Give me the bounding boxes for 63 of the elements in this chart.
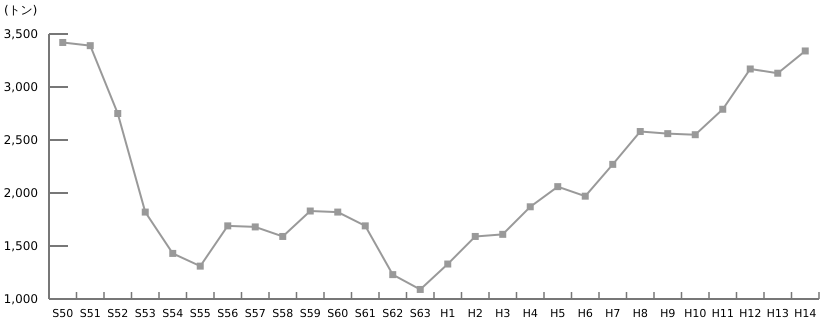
x-tick-label: S62 — [382, 307, 404, 320]
y-tick-label: 3,000 — [4, 80, 38, 94]
point — [252, 223, 259, 230]
point — [86, 42, 94, 50]
point — [802, 47, 809, 54]
point — [279, 232, 286, 240]
x-tick-label: S61 — [354, 307, 376, 320]
x-tick-label: S56 — [217, 307, 238, 320]
y-tick-label: 2,000 — [4, 186, 38, 200]
x-tick-label: H6 — [578, 307, 593, 320]
x-tick-label: H14 — [794, 307, 816, 320]
point — [196, 262, 204, 270]
point — [114, 110, 122, 117]
point — [306, 208, 314, 215]
point — [416, 286, 424, 293]
point — [526, 203, 534, 210]
x-tick-label: H11 — [712, 307, 734, 320]
y-tick-label: 2,500 — [4, 133, 38, 148]
x-tick-label: H7 — [605, 307, 620, 320]
x-tick-label: S52 — [107, 307, 128, 320]
point — [224, 222, 232, 230]
y-tick-label: 3,500 — [4, 27, 38, 42]
x-tick-label: S58 — [272, 307, 294, 320]
y-axis-title: (トン) — [4, 3, 38, 17]
point — [774, 70, 782, 77]
point — [636, 128, 644, 136]
x-tick-label: S63 — [410, 307, 431, 320]
x-tick-label: H5 — [550, 307, 566, 320]
point — [582, 192, 589, 200]
x-tick-label: H12 — [739, 307, 762, 320]
y-tick-label: 1,000 — [4, 292, 38, 306]
point — [444, 260, 452, 268]
y-tick-label: 1,500 — [4, 239, 38, 254]
point — [499, 230, 506, 238]
point — [142, 208, 149, 216]
point — [389, 271, 396, 278]
x-tick-label: H8 — [632, 307, 648, 320]
x-tick-label: S59 — [300, 307, 321, 320]
x-tick-label: S53 — [134, 307, 156, 320]
point — [169, 250, 176, 257]
x-tick-label: S51 — [80, 307, 101, 320]
point — [719, 106, 726, 113]
x-tick-label: S55 — [190, 307, 211, 320]
point — [664, 130, 672, 138]
point — [692, 131, 699, 138]
point — [334, 208, 342, 216]
point — [472, 232, 479, 240]
x-tick-label: H4 — [522, 307, 538, 320]
x-tick-label: H9 — [660, 307, 676, 320]
x-tick-label: H13 — [766, 307, 789, 320]
x-tick-label: H1 — [440, 307, 456, 320]
point — [362, 222, 369, 230]
x-tick-label: S57 — [244, 307, 266, 320]
x-tick-label: H10 — [684, 307, 706, 320]
x-tick-label: S50 — [52, 307, 74, 320]
x-tick-label: S54 — [162, 307, 184, 320]
x-tick-label: S60 — [327, 307, 348, 320]
point — [59, 38, 66, 46]
x-tick-label: H3 — [495, 307, 510, 320]
x-tick-label: H2 — [468, 307, 483, 320]
point — [746, 65, 754, 72]
point — [609, 160, 616, 168]
point — [554, 183, 562, 190]
